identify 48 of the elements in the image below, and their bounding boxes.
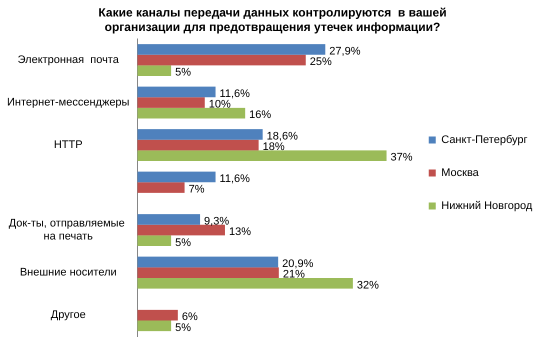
data-label: 25% — [310, 56, 332, 68]
bar — [137, 310, 178, 320]
bar — [137, 256, 278, 268]
data-label: 9,3% — [204, 216, 230, 228]
bar — [137, 86, 216, 98]
bar — [137, 129, 263, 140]
data-label: 27,9% — [329, 45, 361, 58]
data-label: 13% — [228, 226, 252, 238]
bar — [137, 150, 387, 162]
legend-label: Москва — [441, 167, 480, 180]
y-tick-label: Док-ты, отправляемые на печать — [8, 218, 128, 243]
data-label: 11,6% — [220, 173, 250, 186]
legend-label: Нижний Новгород — [441, 200, 533, 212]
data-label: 10% — [208, 98, 232, 111]
data-label: 18,6% — [266, 130, 298, 142]
data-label: 20,9% — [282, 258, 314, 270]
y-tick-label: HTTP — [54, 139, 83, 152]
bar — [137, 235, 172, 246]
data-label: 5% — [175, 66, 192, 79]
data-label: 18% — [262, 141, 285, 154]
bar — [137, 224, 225, 236]
bar — [137, 140, 259, 150]
data-label: 32% — [356, 279, 380, 292]
bar — [137, 54, 306, 66]
data-label: 5% — [175, 322, 192, 334]
bar — [137, 97, 205, 108]
data-label: 7% — [188, 184, 205, 196]
bar — [137, 108, 246, 119]
data-label: 6% — [182, 311, 198, 324]
bar — [137, 182, 185, 193]
data-label: 16% — [249, 109, 272, 122]
legend-label: Санкт-Петербург — [441, 134, 528, 146]
bar — [137, 214, 200, 225]
data-label: 5% — [175, 236, 192, 249]
y-tick-label: Внешние носители — [20, 266, 117, 279]
y-tick-label: Интернет-мессенджеры — [7, 96, 130, 109]
bar — [137, 267, 279, 278]
bar — [137, 172, 216, 182]
data-label: 21% — [282, 268, 306, 281]
bar — [137, 44, 326, 55]
chart-title: Какие каналы передачи данных контролируются в вашей организации для предотвращения утечек информации? — [98, 6, 447, 34]
data-label: 37% — [390, 152, 413, 164]
y-tick-label: Другое — [50, 309, 86, 322]
bar — [137, 278, 353, 289]
y-tick-label: Электронная почта — [18, 54, 120, 66]
data-label: 11,6% — [220, 88, 250, 100]
bar — [137, 320, 172, 332]
bar — [137, 65, 172, 76]
